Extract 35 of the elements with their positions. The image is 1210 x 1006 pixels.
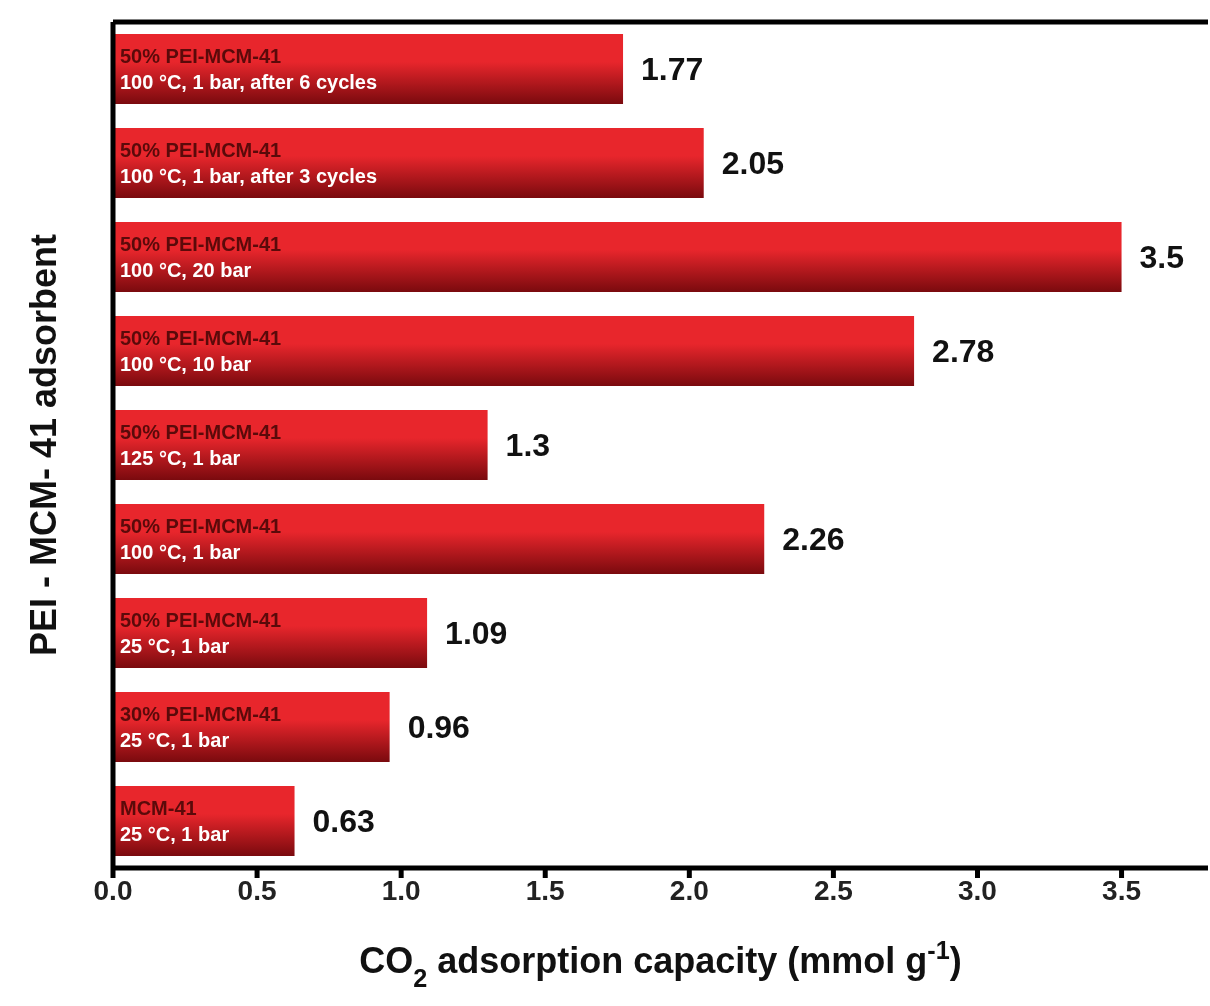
y-tick-label: 50% PEI-MCM-41 100 °C, 1 bar, after 6 cycles bbox=[120, 45, 378, 93]
x-tick-label: 1.0 bbox=[381, 874, 421, 906]
data-label: 1.77 bbox=[641, 51, 704, 88]
x-tick-label: 1.5 bbox=[525, 874, 565, 906]
x-tick-label: 2.5 bbox=[813, 874, 853, 906]
bar bbox=[113, 128, 704, 198]
data-label: 1.3 bbox=[505, 427, 551, 464]
data-label: 1.09 bbox=[445, 615, 508, 652]
y-tick-label: 50% PEI-MCM-41 100 °C, 10 bar bbox=[120, 327, 282, 375]
x-tick-label: 0.0 bbox=[93, 874, 133, 906]
y-tick-label: MCM-41 25 °C, 1 bar bbox=[120, 797, 230, 845]
data-label: 0.63 bbox=[312, 803, 375, 840]
y-tick-label: 50% PEI-MCM-41 125 °C, 1 bar bbox=[120, 421, 282, 469]
x-tick-label: 0.5 bbox=[237, 874, 277, 906]
bar bbox=[113, 504, 765, 574]
y-tick-label: 50% PEI-MCM-41 100 °C, 1 bar bbox=[120, 515, 282, 563]
bar bbox=[113, 222, 1122, 292]
y-axis-title: PEI - MCM- 41 adsorbent bbox=[22, 233, 64, 657]
bar bbox=[113, 316, 915, 386]
x-tick-label: 3.5 bbox=[1102, 874, 1142, 906]
x-tick-label: 2.0 bbox=[669, 874, 709, 906]
data-label: 2.26 bbox=[782, 521, 845, 558]
y-tick-label: 50% PEI-MCM-41 100 °C, 1 bar, after 3 cycles bbox=[120, 139, 378, 187]
y-tick-label: 50% PEI-MCM-41 100 °C, 20 bar bbox=[120, 233, 282, 281]
data-label: 2.05 bbox=[721, 145, 784, 182]
bar bbox=[113, 410, 488, 480]
bar bbox=[113, 598, 428, 668]
y-tick-label: 50% PEI-MCM-41 25 °C, 1 bar bbox=[120, 609, 282, 657]
x-tick-label: 3.0 bbox=[958, 874, 997, 906]
data-label: 2.78 bbox=[932, 333, 995, 370]
data-label: 0.96 bbox=[407, 709, 470, 746]
x-axis-title: CO$_{2}$ adsorption capacity (mmol g$^{-1}$) bbox=[359, 936, 962, 992]
data-label: 3.5 bbox=[1139, 239, 1185, 276]
y-tick-label: 30% PEI-MCM-41 25 °C, 1 bar bbox=[120, 703, 282, 751]
bar bbox=[113, 34, 624, 104]
